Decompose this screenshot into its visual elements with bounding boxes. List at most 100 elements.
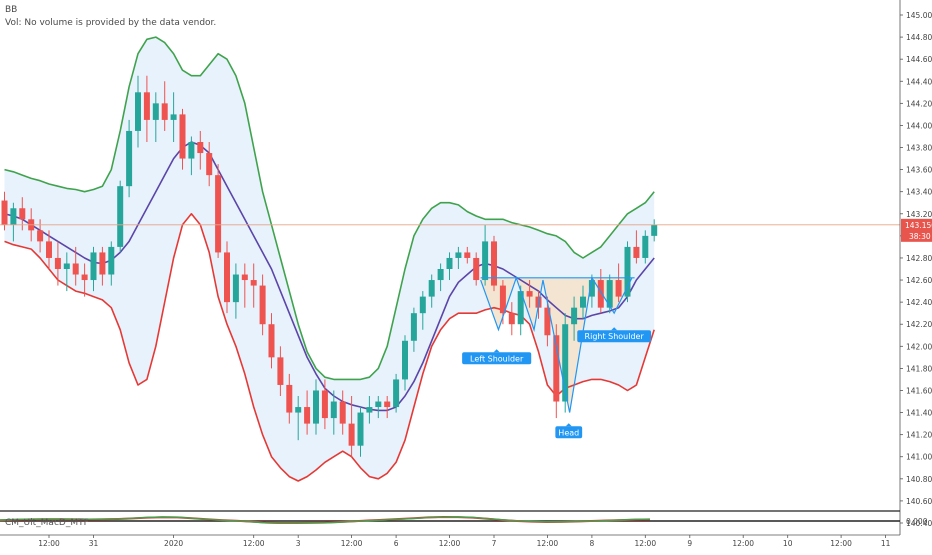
candle[interactable] <box>81 274 88 281</box>
candle[interactable] <box>46 241 52 258</box>
oscillator-macd-line[interactable] <box>0 516 651 524</box>
candle[interactable] <box>402 340 408 380</box>
candle[interactable] <box>215 175 222 253</box>
candle[interactable] <box>419 296 426 314</box>
candle[interactable] <box>259 285 266 325</box>
candle[interactable] <box>63 263 70 269</box>
candle[interactable] <box>54 257 61 269</box>
candle[interactable] <box>553 335 560 402</box>
candle[interactable] <box>241 274 248 281</box>
price-tick-label: 143.600 <box>906 166 932 175</box>
time-tick-label: 11 <box>881 539 891 548</box>
candle[interactable] <box>135 92 141 131</box>
candle[interactable] <box>197 142 204 154</box>
candle[interactable] <box>170 114 177 120</box>
candle[interactable] <box>491 241 497 286</box>
candle[interactable] <box>482 241 489 281</box>
time-tick-label: 31 <box>89 539 99 548</box>
candle[interactable] <box>499 285 506 314</box>
candle[interactable] <box>277 357 284 385</box>
candle[interactable] <box>179 114 186 159</box>
time-tick-label: 12:00 <box>537 539 559 548</box>
candle[interactable] <box>597 280 604 308</box>
price-tick-label: 144.800 <box>906 33 932 42</box>
candle[interactable] <box>624 246 631 297</box>
candle[interactable] <box>393 379 400 408</box>
candle[interactable] <box>152 103 159 120</box>
pattern-label-box[interactable] <box>462 352 532 365</box>
bar-countdown: 38:30 <box>909 232 931 241</box>
candle[interactable] <box>304 407 311 424</box>
pattern-label[interactable]: Head <box>558 428 579 437</box>
candle[interactable] <box>37 230 44 242</box>
candle[interactable] <box>562 324 569 402</box>
candle[interactable] <box>232 274 239 303</box>
candle[interactable] <box>473 257 480 281</box>
candle[interactable] <box>1 200 8 225</box>
candle[interactable] <box>464 252 471 258</box>
candle[interactable] <box>117 186 124 247</box>
candle[interactable] <box>72 263 79 275</box>
candle[interactable] <box>357 412 364 446</box>
pattern-label-box[interactable] <box>577 330 652 343</box>
candle[interactable] <box>651 224 658 236</box>
head-and-shoulders-pattern[interactable] <box>480 275 633 413</box>
candle[interactable] <box>366 407 373 413</box>
candle[interactable] <box>108 246 115 275</box>
pattern-label[interactable]: Left Shoulder <box>470 354 524 363</box>
time-tick-label: 12:00 <box>243 539 265 548</box>
candle[interactable] <box>580 296 586 308</box>
price-tick-label: 143.200 <box>906 210 932 219</box>
last-price-tag[interactable] <box>901 218 932 242</box>
candle[interactable] <box>428 280 435 297</box>
candle[interactable] <box>321 390 328 419</box>
candle[interactable] <box>588 280 595 297</box>
oscillator-label[interactable]: CM_Ult_MacD_MTF <box>5 518 89 528</box>
candle[interactable] <box>126 130 133 187</box>
candle[interactable] <box>250 280 257 286</box>
candle[interactable] <box>410 313 417 341</box>
candle[interactable] <box>615 280 622 297</box>
candle[interactable] <box>633 246 640 258</box>
candle[interactable] <box>455 252 462 258</box>
candle[interactable] <box>544 307 551 336</box>
candle[interactable] <box>526 291 533 297</box>
price-tick-label: 140.800 <box>906 475 932 484</box>
candle[interactable] <box>295 407 302 413</box>
candle[interactable] <box>508 313 515 325</box>
candle[interactable] <box>606 280 613 308</box>
candle[interactable] <box>348 423 355 446</box>
candle[interactable] <box>286 384 293 413</box>
candle[interactable] <box>384 401 391 408</box>
pattern-label-box[interactable] <box>555 426 583 439</box>
candle[interactable] <box>206 153 213 176</box>
candle[interactable] <box>517 291 524 325</box>
candle[interactable] <box>143 92 150 120</box>
candle[interactable] <box>330 401 337 419</box>
price-tick-label: 141.400 <box>906 409 932 418</box>
candle[interactable] <box>313 390 319 424</box>
candle[interactable] <box>161 103 168 120</box>
candle[interactable] <box>642 235 649 258</box>
candle[interactable] <box>188 142 195 159</box>
candle[interactable] <box>268 324 275 358</box>
candle[interactable] <box>571 307 578 325</box>
indicator-legend[interactable]: BB <box>5 5 18 15</box>
bb-upper-line[interactable] <box>4 36 655 381</box>
candle[interactable] <box>375 401 382 408</box>
candle[interactable] <box>224 252 230 303</box>
candle[interactable] <box>90 252 97 281</box>
candle[interactable] <box>446 257 453 269</box>
price-tick-label: 144.400 <box>906 77 932 86</box>
bb-lower-line[interactable] <box>4 213 655 482</box>
candle[interactable] <box>99 252 106 275</box>
candle[interactable] <box>437 269 444 281</box>
candle[interactable] <box>10 208 17 225</box>
time-tick-label: 12:00 <box>634 539 656 548</box>
candle[interactable] <box>339 401 346 424</box>
candle[interactable] <box>19 208 26 220</box>
price-scale[interactable] <box>900 0 932 550</box>
pattern-label[interactable]: Right Shoulder <box>585 332 645 341</box>
